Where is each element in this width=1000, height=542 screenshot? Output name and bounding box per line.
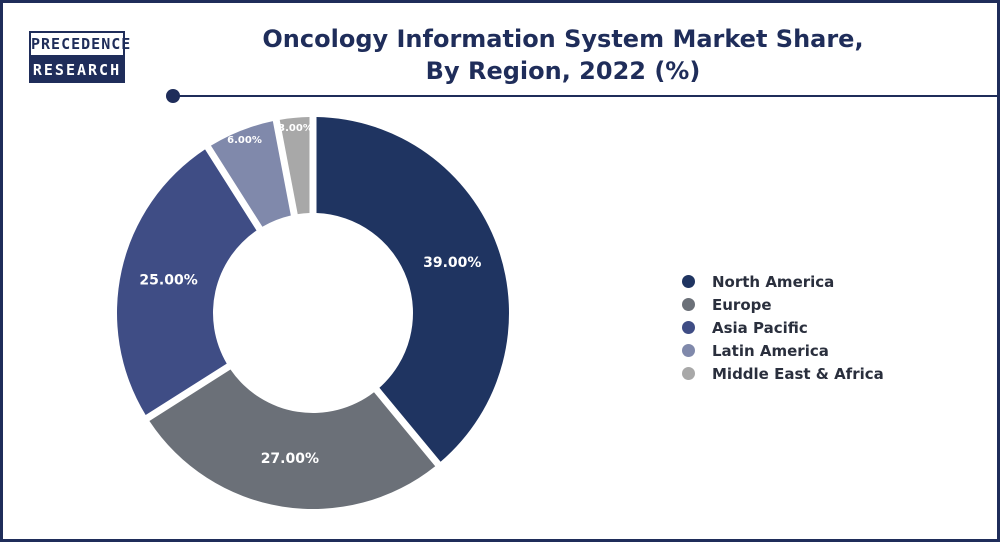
legend-label: North America <box>712 272 835 291</box>
legend-swatch <box>682 367 695 380</box>
legend-item-latin-america: Latin America <box>682 339 884 362</box>
chart-title: Oncology Information System Market Share… <box>203 23 923 87</box>
donut-slice-latin-america <box>210 121 291 227</box>
legend-swatch <box>682 275 695 288</box>
donut-slice-north-america <box>316 117 510 462</box>
data-label-north-america: 39.00% <box>423 255 481 271</box>
donut-slice-middle-east-africa <box>279 117 310 215</box>
chart-title-line-1: Oncology Information System Market Share… <box>262 25 864 53</box>
chart-title-line-2: By Region, 2022 (%) <box>425 57 701 85</box>
data-label-latin-america: 6.00% <box>227 135 262 146</box>
title-rule <box>173 95 999 97</box>
legend-swatch <box>682 298 695 311</box>
legend-item-north-america: North America <box>682 270 884 293</box>
chart-legend: North America Europe Asia Pacific Latin Ame… <box>682 270 884 385</box>
legend-label: Europe <box>712 295 772 314</box>
legend-item-middle-east-africa: Middle East & Africa <box>682 362 884 385</box>
legend-label: Latin America <box>712 341 829 360</box>
brand-logo: PRECEDENCE RESEARCH <box>29 31 130 83</box>
data-label-asia-pacific: 25.00% <box>139 273 197 289</box>
logo-top-text: PRECEDENCE <box>29 31 130 57</box>
logo-bottom-text: RESEARCH <box>29 57 125 83</box>
donut-slice-europe <box>149 369 436 509</box>
data-label-middle-east-africa: 3.00% <box>278 123 313 134</box>
legend-item-asia-pacific: Asia Pacific <box>682 316 884 339</box>
data-label-europe: 27.00% <box>261 451 319 467</box>
legend-swatch <box>682 344 695 357</box>
legend-label: Asia Pacific <box>712 318 808 337</box>
legend-swatch <box>682 321 695 334</box>
legend-item-europe: Europe <box>682 293 884 316</box>
donut-slice-asia-pacific <box>117 149 257 416</box>
legend-label: Middle East & Africa <box>712 364 884 383</box>
